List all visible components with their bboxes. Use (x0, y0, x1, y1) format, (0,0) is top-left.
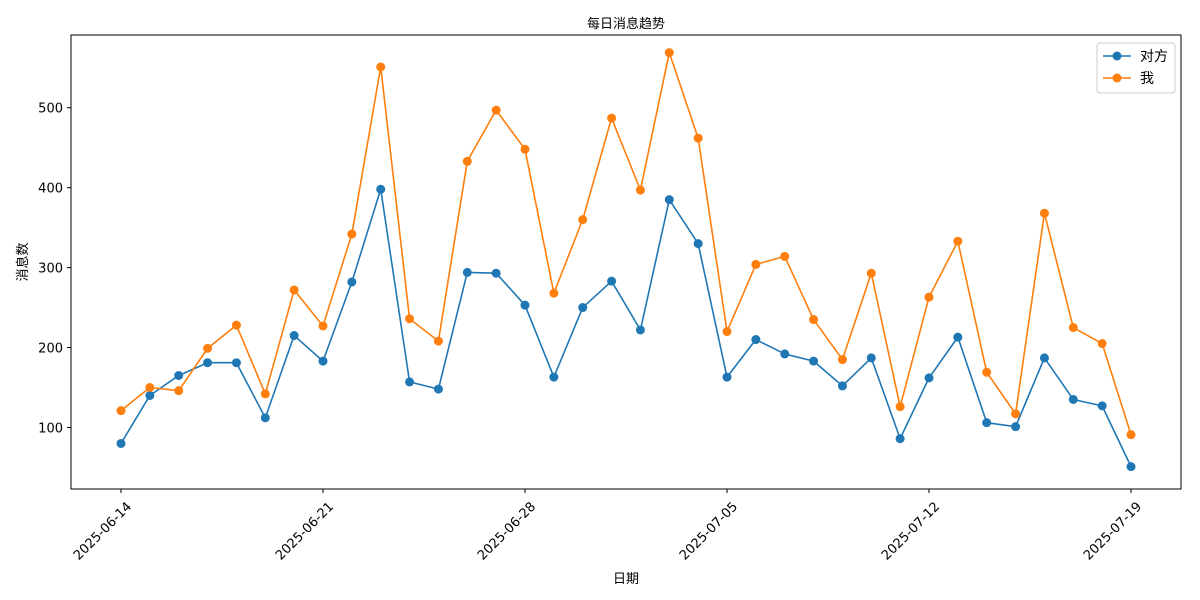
series-point-0 (1068, 394, 1078, 404)
y-tick-label: 200 (38, 342, 63, 357)
y-axis-title: 消息数 (15, 242, 31, 281)
series-point-1 (607, 113, 617, 123)
series-point-1 (866, 268, 876, 278)
series-point-0 (1039, 353, 1049, 363)
series-point-0 (491, 268, 501, 278)
series-line-0 (120, 188, 1132, 467)
series-point-1 (664, 48, 674, 58)
series-point-1 (895, 402, 905, 412)
series-point-0 (318, 356, 328, 366)
series-point-0 (895, 434, 905, 444)
series-point-0 (1097, 401, 1107, 411)
series-point-0 (722, 372, 732, 382)
series-point-0 (982, 418, 992, 428)
series-point-1 (751, 259, 761, 269)
series-point-0 (203, 358, 213, 368)
series-point-0 (780, 349, 790, 359)
series-point-1 (1011, 409, 1021, 419)
series-point-1 (924, 292, 934, 302)
series-point-0 (924, 373, 934, 383)
series-point-1 (203, 343, 213, 353)
series-point-0 (433, 384, 443, 394)
series-point-1 (549, 288, 559, 298)
series-point-1 (722, 327, 732, 337)
series-point-0 (145, 390, 155, 400)
series-point-0 (520, 300, 530, 310)
series-point-0 (260, 413, 270, 423)
series-point-1 (260, 389, 270, 399)
series-point-0 (231, 358, 241, 368)
series-point-0 (866, 353, 876, 363)
series-point-0 (174, 371, 184, 380)
series-point-1 (116, 406, 126, 416)
series-point-0 (607, 276, 617, 286)
series-point-0 (347, 277, 357, 287)
series-point-1 (635, 185, 645, 195)
series-point-0 (693, 239, 703, 249)
series-point-1 (1097, 339, 1107, 349)
series-point-1 (578, 215, 588, 225)
series-point-0 (1126, 462, 1136, 472)
series-point-1 (953, 236, 963, 246)
series-point-0 (809, 356, 819, 366)
series-point-0 (635, 325, 645, 335)
series-point-0 (405, 377, 415, 387)
series-point-1 (780, 251, 790, 261)
legend: 对方我 (1096, 42, 1176, 94)
series-point-1 (318, 321, 328, 331)
y-tick-label: 100 (38, 421, 63, 436)
legend-marker-0 (1112, 51, 1122, 61)
series-point-0 (751, 335, 761, 345)
series-point-1 (520, 144, 530, 154)
series-point-0 (549, 372, 559, 382)
series-point-1 (1068, 323, 1078, 333)
series-point-1 (289, 285, 299, 295)
series-point-1 (693, 133, 703, 143)
series-point-1 (1126, 430, 1136, 440)
y-tick-label: 300 (38, 262, 63, 277)
series-point-0 (578, 303, 588, 313)
series-point-1 (433, 336, 443, 346)
series-point-1 (145, 382, 155, 392)
legend-label: 我 (1140, 71, 1154, 87)
series-point-0 (462, 267, 472, 277)
x-axis-title: 日期 (613, 572, 639, 587)
series-point-1 (376, 62, 386, 72)
series-point-1 (231, 320, 241, 330)
series-point-0 (953, 332, 963, 342)
series-point-0 (289, 331, 299, 341)
series-point-1 (1039, 208, 1049, 218)
y-tick-label: 400 (38, 182, 63, 197)
series-point-0 (116, 438, 126, 448)
plot-frame (70, 34, 1182, 490)
chart-title: 每日消息趋势 (587, 16, 665, 32)
series-point-1 (462, 156, 472, 166)
series-point-1 (837, 355, 847, 365)
legend-marker-1 (1112, 73, 1122, 83)
series-point-1 (347, 229, 357, 239)
series-point-0 (1011, 422, 1021, 432)
series-line-1 (120, 51, 1132, 435)
legend-label: 对方 (1140, 49, 1168, 65)
series-point-1 (174, 386, 184, 396)
series-point-0 (376, 184, 386, 194)
series-point-1 (491, 105, 501, 115)
series-point-1 (982, 367, 992, 377)
series-point-0 (664, 195, 674, 205)
y-tick-label: 500 (38, 102, 63, 117)
series-point-1 (809, 315, 819, 325)
series-point-0 (837, 381, 847, 391)
series-point-1 (405, 314, 415, 324)
